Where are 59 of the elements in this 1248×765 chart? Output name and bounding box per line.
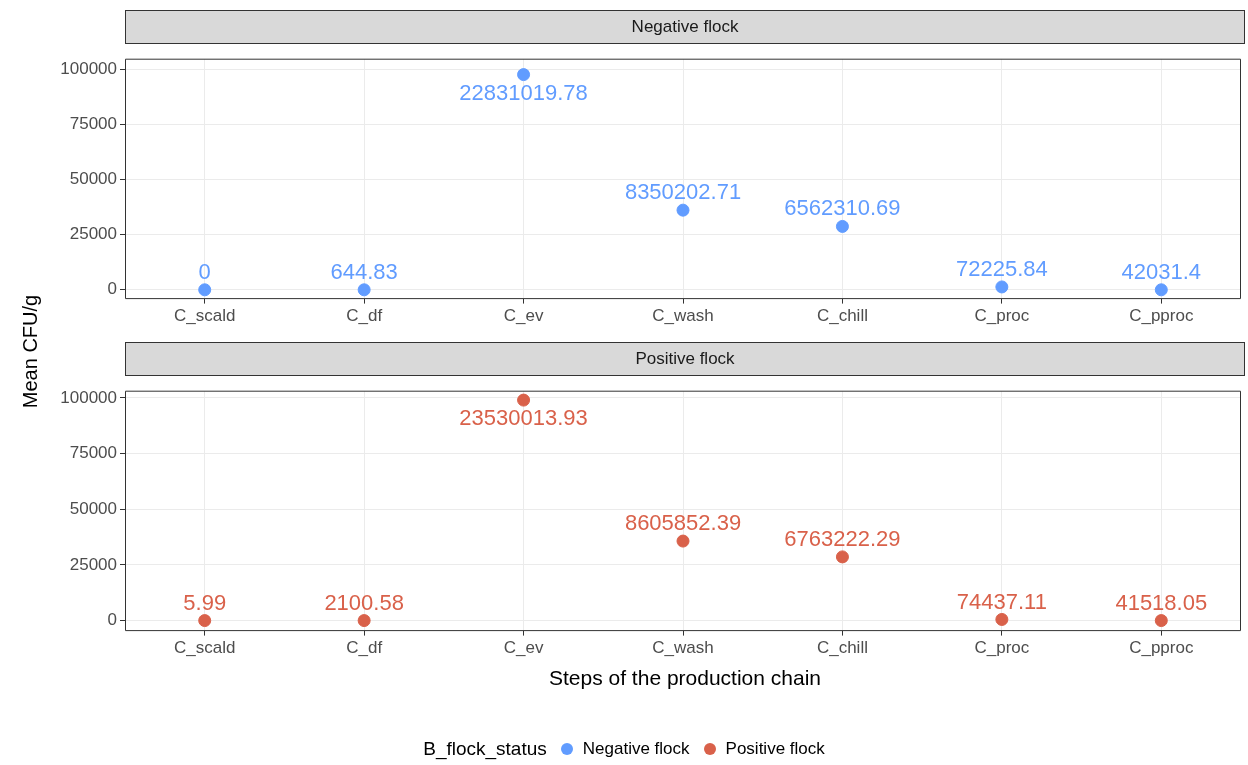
point [995,612,1009,626]
legend-label: Positive flock [724,739,825,759]
point [676,534,690,548]
point [835,550,849,564]
y-tick-label: 50000 [69,169,117,189]
x-tick-label: C_ev [503,306,544,326]
annotation: 6763222.29 [784,525,901,551]
point [1154,614,1168,628]
y-tick-label: 75000 [69,114,117,134]
annotation: 2100.58 [324,589,404,615]
y-tick-label: 100000 [60,59,117,79]
x-tick-label: C_wash [652,306,714,326]
point [995,280,1009,294]
x-tick-label: C_scald [174,638,236,658]
legend-label: Negative flock [581,739,690,759]
annotation: 74437.11 [956,588,1047,614]
annotation: 72225.84 [955,256,1048,281]
y-tick-label: 25000 [69,224,117,244]
x-axis-title: Steps of the production chain [548,666,822,690]
point [198,283,212,297]
x-tick-label: C_chill [816,306,868,326]
chart-title: Positive flock [125,342,1245,376]
annotation: 42031.4 [1121,258,1202,284]
annotation: 644.83 [330,258,398,284]
annotation: 41518.05 [1115,589,1208,615]
annotation: 0 [198,258,211,284]
annotation: 8605852.39 [624,510,742,536]
y-tick-label: 0 [107,279,117,299]
annotation: 8350202.71 [624,179,742,205]
annotation: 6562310.69 [784,195,901,221]
x-tick-label: C_pproc [1129,638,1194,658]
x-tick-label: C_chill [816,638,868,658]
x-tick-label: C_wash [652,638,714,658]
y-tick-label: 75000 [69,443,117,463]
point [517,393,531,407]
legend-title: B_flock_status [423,738,547,760]
y-tick-label: 25000 [69,554,117,574]
x-tick-label: C_proc [974,638,1030,658]
annotation: 5.99 [183,589,227,615]
x-tick-label: C_ev [503,638,544,658]
point [198,614,212,628]
annotation: 22831019.78 [459,79,588,105]
point [1154,283,1168,297]
chart-title: Negative flock [125,10,1245,44]
x-tick-label: C_df [346,638,383,658]
y-tick-label: 50000 [69,498,117,518]
annotation: 23530013.93 [459,405,588,431]
point [835,219,849,233]
y-tick-label: 0 [107,610,117,630]
point [357,614,371,628]
point [517,68,531,82]
y-axis-title: Mean CFU/g [18,294,42,409]
x-tick-label: C_proc [974,306,1030,326]
x-tick-label: C_pproc [1129,306,1194,326]
point [676,203,690,217]
x-tick-label: C_scald [174,306,236,326]
x-tick-label: C_df [346,306,383,326]
y-tick-label: 100000 [60,387,117,407]
point [357,283,371,297]
